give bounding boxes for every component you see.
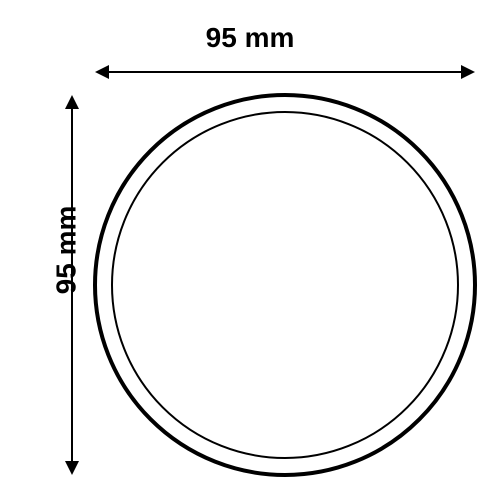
diagram-svg	[0, 0, 500, 500]
dimension-diagram: 95 mm 95 mm	[0, 0, 500, 500]
